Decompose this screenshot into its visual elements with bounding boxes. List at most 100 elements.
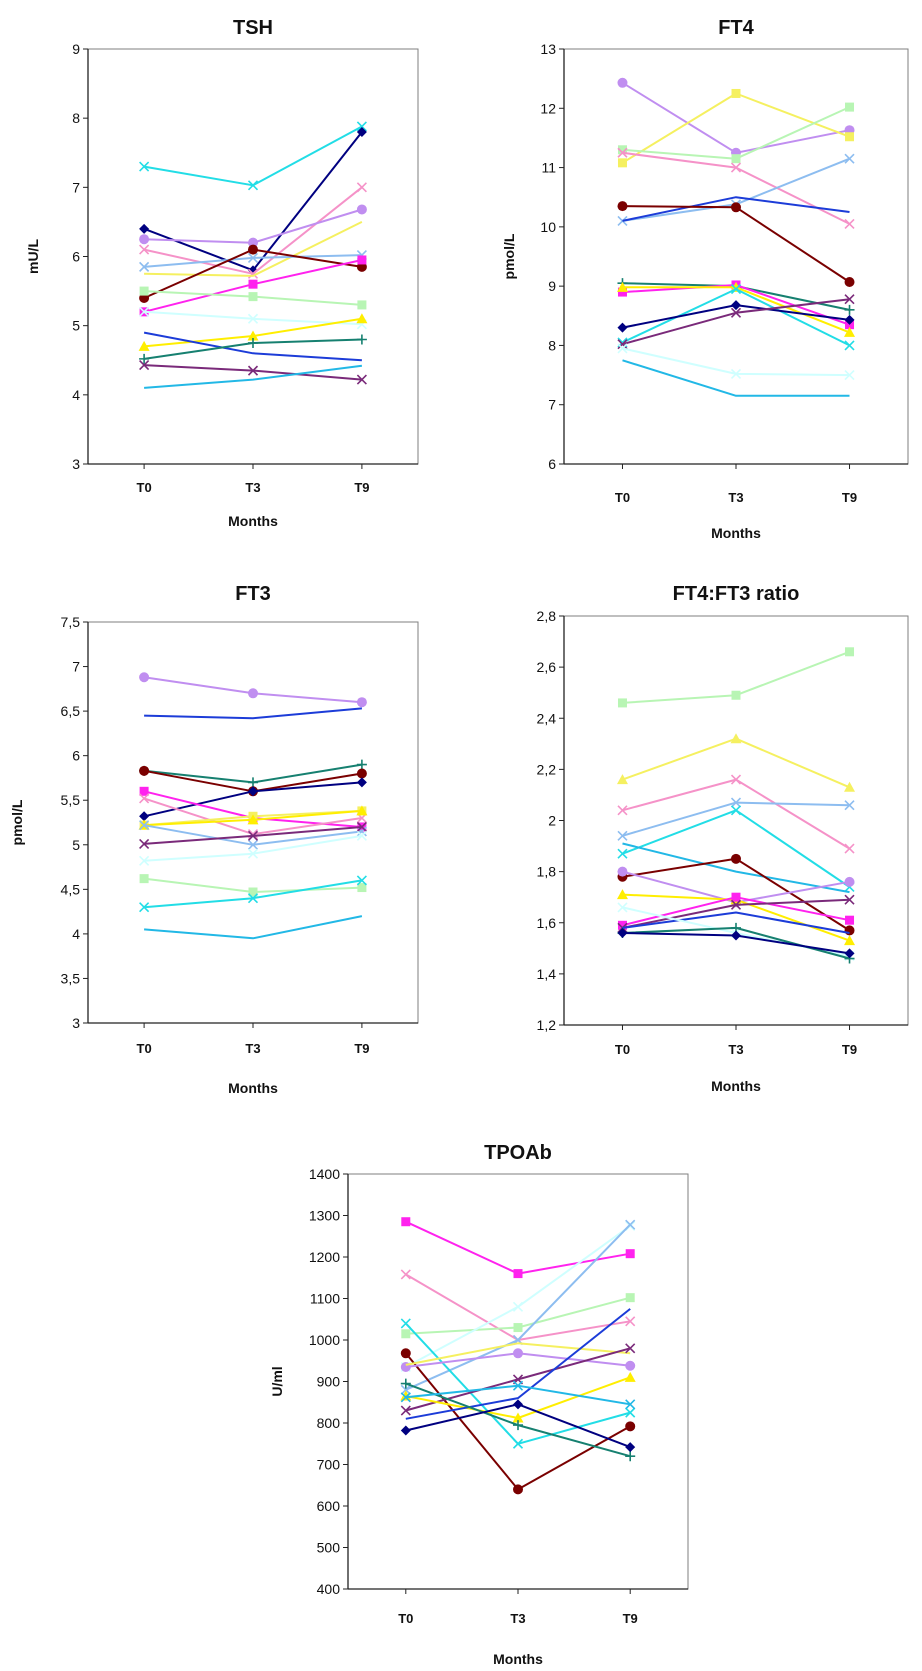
data-point xyxy=(248,777,258,788)
series-3 xyxy=(139,182,367,279)
data-point xyxy=(139,793,150,804)
series-2 xyxy=(144,707,362,720)
y-tick-label: 12 xyxy=(540,100,556,116)
series-line xyxy=(622,288,850,347)
data-point xyxy=(357,883,367,893)
series-5 xyxy=(617,805,855,893)
data-point xyxy=(731,300,741,311)
data-point xyxy=(247,180,259,191)
data-point xyxy=(139,765,150,776)
data-point xyxy=(730,797,742,808)
series-line xyxy=(622,809,851,888)
series-line xyxy=(143,125,363,187)
x-axis-label: Months xyxy=(228,513,278,529)
series-3 xyxy=(617,102,855,164)
data-point xyxy=(844,218,855,229)
x-axis-label: Months xyxy=(493,1651,543,1667)
y-tick-label: 8 xyxy=(548,337,556,353)
data-point xyxy=(401,1329,411,1339)
series-13 xyxy=(139,874,367,897)
series-9 xyxy=(139,286,367,310)
data-point xyxy=(844,294,855,305)
data-point xyxy=(401,1217,411,1227)
data-point xyxy=(139,902,150,913)
data-point xyxy=(731,853,741,864)
data-point xyxy=(247,893,259,904)
data-point xyxy=(513,1484,523,1495)
y-tick-label: 2 xyxy=(548,813,556,829)
data-point xyxy=(731,892,741,902)
data-point xyxy=(845,132,855,142)
series-1 xyxy=(401,1217,635,1279)
data-point xyxy=(357,300,367,310)
series-10 xyxy=(139,306,367,330)
y-tick-label: 3 xyxy=(72,1015,80,1031)
data-point xyxy=(731,930,741,941)
chart-title: FT4 xyxy=(718,17,754,39)
data-point xyxy=(139,838,150,849)
series-6 xyxy=(139,250,367,272)
series-11 xyxy=(617,284,855,351)
data-point xyxy=(616,774,628,785)
y-tick-label: 1200 xyxy=(309,1249,340,1265)
data-point xyxy=(356,182,367,193)
series-line xyxy=(405,1342,631,1366)
data-point xyxy=(845,102,855,112)
data-point xyxy=(400,1269,411,1280)
data-point xyxy=(844,800,855,811)
data-point xyxy=(731,202,741,213)
data-point xyxy=(625,1451,636,1462)
data-point xyxy=(247,365,259,376)
series-11 xyxy=(400,1371,636,1423)
y-tick-label: 7 xyxy=(72,659,80,675)
data-point xyxy=(247,252,259,263)
series-1 xyxy=(139,121,367,191)
x-tick-label: T0 xyxy=(137,1041,152,1056)
y-tick-label: 5 xyxy=(72,318,80,334)
data-point xyxy=(400,1318,411,1329)
data-point xyxy=(616,281,628,292)
y-tick-label: 800 xyxy=(317,1415,341,1431)
data-point xyxy=(844,948,855,959)
panel-ft4: FT4 6 7 8 9 10 11 12 13 T0 T3 T9 Months pmol/L xyxy=(501,17,909,541)
y-tick-label: 1100 xyxy=(310,1291,340,1307)
data-point xyxy=(139,672,150,683)
data-point xyxy=(139,820,150,831)
series-15 xyxy=(144,364,363,389)
series-15 xyxy=(144,915,363,940)
data-point xyxy=(844,326,856,337)
series-11 xyxy=(617,894,855,933)
series-11 xyxy=(138,313,368,351)
y-tick-label: 1400 xyxy=(309,1166,340,1182)
data-point xyxy=(139,244,150,255)
series-line xyxy=(622,801,850,837)
series-12 xyxy=(622,911,850,934)
data-point xyxy=(844,153,855,164)
data-point xyxy=(247,830,259,841)
data-point xyxy=(139,786,149,796)
data-point xyxy=(512,1301,524,1312)
series-4 xyxy=(617,797,855,841)
data-point xyxy=(730,162,742,173)
chart-title: TSH xyxy=(233,17,273,39)
series-5 xyxy=(139,777,367,822)
data-point xyxy=(617,805,628,816)
series-line xyxy=(622,359,850,397)
y-tick-label: 4 xyxy=(72,387,80,403)
series-12 xyxy=(617,300,855,333)
y-tick-label: 7,5 xyxy=(61,614,81,630)
data-point xyxy=(139,261,150,272)
x-tick-label: T0 xyxy=(398,1611,413,1626)
series-10 xyxy=(400,1343,636,1416)
y-tick-label: 900 xyxy=(317,1374,341,1390)
y-tick-label: 1,8 xyxy=(537,864,557,880)
data-point xyxy=(617,920,627,930)
series-line xyxy=(622,778,851,850)
data-point xyxy=(356,821,367,833)
x-tick-label: T0 xyxy=(615,1042,630,1057)
series-5 xyxy=(144,221,363,277)
y-tick-label: 8 xyxy=(72,110,80,126)
series-3 xyxy=(617,774,855,854)
data-point xyxy=(356,826,367,837)
series-14 xyxy=(617,343,855,381)
